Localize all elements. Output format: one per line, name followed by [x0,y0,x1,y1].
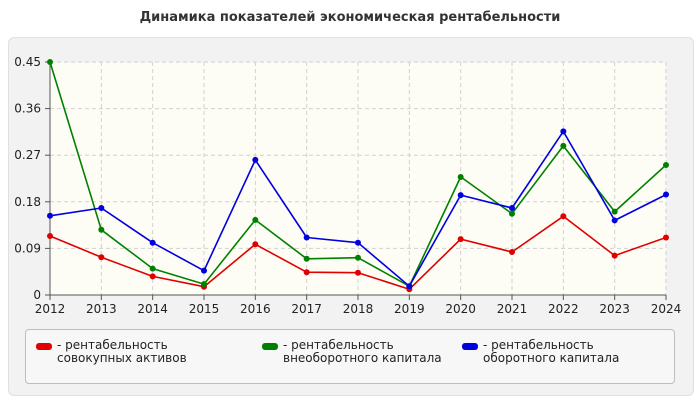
data-point-2 [252,156,259,163]
legend: - рентабельность совокупных активов - ре… [25,329,675,384]
data-point-1 [303,255,310,262]
y-tick-label: 0.27 [14,148,41,162]
data-point-2 [47,212,53,219]
legend-label: - рентабельность оборотного капитала [483,338,620,365]
data-point-1 [355,254,361,261]
data-point-2 [611,217,618,224]
x-tick-label: 2019 [394,302,425,316]
data-point-2 [663,191,669,198]
y-tick-labels: 0 0.09 0.18 0.27 0.36 0.45 [14,55,41,302]
y-tick-label: 0 [33,288,41,302]
data-point-1 [98,226,105,233]
data-point-2 [406,283,413,290]
data-point-0 [509,249,515,256]
data-point-1 [149,265,156,272]
x-tick-label: 2015 [189,302,220,316]
x-tick-label: 2013 [86,302,117,316]
x-tick-label: 2022 [548,302,579,316]
data-point-2 [560,128,567,135]
x-tick-label: 2018 [343,302,374,316]
chart-title: Динамика показателей экономическая рента… [139,10,561,25]
data-point-0 [98,254,105,261]
data-point-0 [663,234,669,241]
data-point-0 [457,236,464,243]
x-tick-label: 2016 [240,302,271,316]
data-point-2 [98,205,105,212]
data-point-0 [252,241,259,248]
y-tick-label: 0.18 [14,195,41,209]
x-tick-label: 2017 [291,302,322,316]
y-tick-label: 0.45 [14,55,41,69]
grid [45,61,667,300]
data-point-1 [201,281,207,288]
data-point-2 [303,234,310,241]
x-tick-label: 2014 [137,302,168,316]
data-point-1 [47,59,53,65]
data-point-0 [560,213,567,220]
data-point-2 [355,239,361,246]
data-point-0 [149,273,156,280]
data-point-2 [201,267,207,274]
data-point-2 [457,192,464,199]
y-tick-label: 0.36 [14,102,41,116]
legend-label: - рентабельность совокупных активов [57,338,187,365]
axes [49,62,666,296]
data-point-0 [611,252,618,259]
x-tick-label: 2024 [651,302,682,316]
data-point-0 [303,269,310,276]
legend-swatch-red [36,343,52,350]
data-point-1 [663,162,669,169]
x-tick-label: 2023 [599,302,630,316]
y-tick-label: 0.09 [14,241,41,255]
data-point-1 [560,142,567,149]
data-point-1 [457,173,464,180]
data-point-1 [252,216,259,223]
x-tick-labels: 2012 2013 2014 2015 2016 2017 2018 2019 2020 2021… [35,302,682,316]
legend-swatch-green [262,343,278,350]
data-point-0 [355,269,361,276]
x-tick-label: 2012 [35,302,66,316]
legend-label: - рентабельность внеоборотного капитала [283,338,442,365]
series-lines [47,59,669,293]
legend-swatch-blue [462,343,478,350]
data-point-0 [47,232,53,239]
x-tick-label: 2021 [497,302,528,316]
data-point-1 [611,208,618,215]
data-point-1 [509,210,515,217]
x-tick-label: 2020 [445,302,476,316]
data-point-2 [509,205,515,212]
data-point-2 [149,239,156,246]
